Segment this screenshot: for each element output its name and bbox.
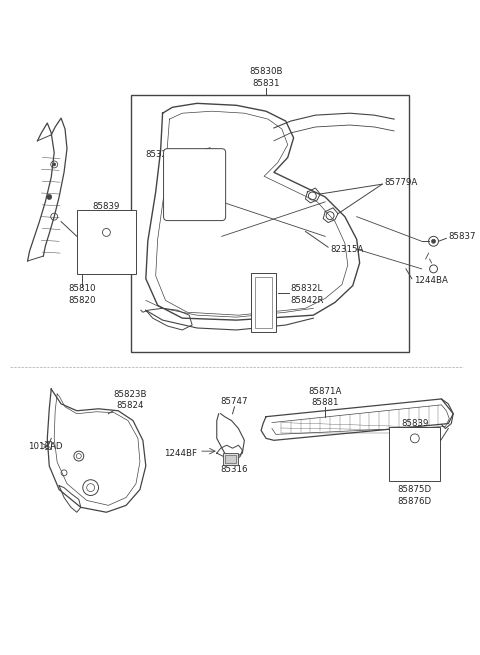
Circle shape	[53, 163, 56, 166]
Text: 85830B: 85830B	[249, 67, 283, 77]
Text: 85823B: 85823B	[113, 390, 147, 398]
FancyBboxPatch shape	[164, 149, 226, 221]
Circle shape	[432, 239, 435, 243]
Text: 85747: 85747	[221, 398, 248, 406]
Text: 85779A: 85779A	[384, 178, 418, 187]
Text: 85810: 85810	[68, 284, 96, 293]
Bar	[77, 210, 136, 274]
Bar	[255, 277, 272, 328]
Bar	[225, 455, 237, 463]
Text: 85839: 85839	[401, 419, 429, 428]
Text: 1018AD: 1018AD	[27, 441, 62, 451]
Text: 1244BF: 1244BF	[164, 449, 197, 458]
Bar	[223, 453, 239, 465]
Text: 85876D: 85876D	[398, 497, 432, 506]
Text: 85839: 85839	[93, 202, 120, 212]
Text: 85820: 85820	[68, 296, 96, 305]
Text: 85329: 85329	[145, 150, 172, 159]
Text: 85837: 85837	[448, 232, 476, 241]
Circle shape	[47, 195, 52, 199]
Text: 82315A: 82315A	[330, 245, 363, 253]
Text: 85881: 85881	[312, 398, 339, 407]
Text: 85875D: 85875D	[398, 485, 432, 494]
Bar	[131, 96, 409, 352]
Text: 85831: 85831	[252, 79, 280, 88]
Text: 85832L: 85832L	[291, 284, 323, 293]
Bar	[251, 273, 276, 332]
Text: 85316: 85316	[221, 466, 248, 474]
Text: 1244BA: 1244BA	[414, 276, 448, 285]
Bar	[389, 426, 441, 481]
Text: 85842R: 85842R	[291, 296, 324, 305]
Text: 85871A: 85871A	[309, 386, 342, 396]
Text: 85824: 85824	[116, 402, 144, 410]
